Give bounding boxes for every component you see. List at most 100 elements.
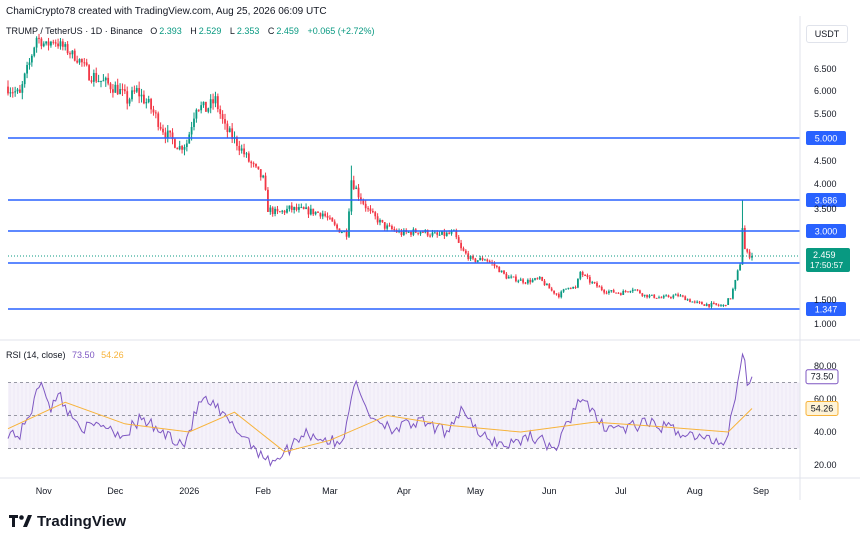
symbol-label[interactable]: TRUMP / TetherUS · 1D · Binance: [6, 26, 143, 36]
candle-body: [529, 279, 532, 283]
candle-body: [64, 44, 67, 47]
rsi-tick-label: 60.00: [814, 394, 837, 404]
candle-body: [746, 249, 749, 252]
candle-body: [71, 50, 74, 55]
candle-body: [52, 41, 55, 43]
candle-body: [336, 224, 338, 229]
candle-body: [178, 146, 181, 150]
candle-body: [734, 279, 737, 289]
candle-body: [190, 127, 193, 135]
candle-body: [321, 213, 324, 217]
candle-body: [269, 207, 272, 212]
candle-body: [567, 287, 570, 289]
candle-body: [309, 208, 312, 215]
price-tick-label: 6.500: [814, 64, 837, 74]
candle-body: [684, 296, 687, 301]
symbol-legend: TRUMP / TetherUS · 1D · Binance O 2.393 H…: [6, 26, 375, 36]
candle-body: [169, 130, 172, 133]
candle-body: [538, 277, 541, 279]
candle-body: [16, 89, 19, 92]
candle-body: [114, 84, 117, 93]
candle-body: [689, 299, 691, 302]
time-tick-label: Nov: [36, 486, 53, 496]
candle-body: [622, 290, 625, 295]
candle-body: [701, 302, 703, 305]
level-tag: [806, 193, 846, 207]
tradingview-logo[interactable]: TradingView: [9, 511, 126, 531]
candle-body: [507, 276, 510, 279]
candle-body: [154, 112, 157, 114]
candle-body: [61, 41, 64, 47]
candle-body: [703, 304, 706, 306]
candle-body: [598, 286, 601, 288]
low-label: L: [229, 26, 235, 36]
high-value: 2.529: [198, 26, 222, 36]
candle-body: [305, 207, 307, 209]
time-tick-label: Sep: [753, 486, 769, 496]
candle-body: [259, 169, 262, 178]
candle-body: [457, 237, 460, 243]
candle-body: [448, 232, 451, 234]
candle-body: [636, 289, 639, 291]
attribution-text: ChamiCrypto78 created with TradingView.c…: [6, 6, 327, 17]
candle-body: [7, 86, 9, 94]
candle-body: [522, 279, 524, 283]
level-tag: [806, 224, 846, 238]
candle-body: [97, 81, 100, 83]
candle-body: [350, 180, 353, 212]
candle-body: [391, 226, 393, 230]
candle-body: [360, 197, 362, 201]
candle-body: [486, 259, 489, 262]
candle-body: [433, 232, 436, 234]
candle-body: [45, 41, 48, 44]
candle-body: [193, 118, 195, 128]
rsi-value-tag: [805, 369, 839, 385]
candle-body: [493, 263, 496, 266]
candle-body: [302, 207, 305, 209]
candle-body: [104, 77, 107, 81]
candle-body: [293, 207, 296, 210]
candle-body: [481, 258, 484, 261]
candle-body: [174, 139, 176, 148]
candle-body: [126, 91, 129, 104]
candle-body: [138, 88, 141, 97]
candle-body: [579, 272, 582, 279]
candle-body: [59, 41, 62, 47]
candle-body: [610, 290, 613, 292]
rsi-tick-label: 40.00: [814, 427, 837, 437]
rsi-title: RSI (14, close): [6, 350, 66, 360]
candle-body: [565, 288, 567, 290]
currency-button[interactable]: USDT: [806, 25, 848, 43]
candle-body: [426, 230, 429, 236]
candle-body: [224, 119, 226, 124]
candle-body: [577, 278, 579, 288]
candle-body: [536, 278, 539, 280]
candle-body: [634, 289, 637, 291]
level-tag: [806, 131, 846, 145]
candle-body: [69, 53, 71, 55]
candle-body: [152, 109, 155, 113]
candle-body: [238, 145, 241, 151]
candle-body: [383, 222, 386, 229]
candle-body: [340, 232, 343, 234]
candle-body: [729, 298, 732, 300]
candle-body: [681, 295, 684, 297]
candle-body: [388, 225, 391, 227]
candle-body: [708, 304, 710, 307]
price-tick-label: 4.500: [814, 156, 837, 166]
candle-body: [42, 43, 45, 47]
candle-body: [629, 291, 632, 293]
price-tick-label: 4.000: [814, 179, 837, 189]
candle-body: [591, 282, 594, 284]
candle-body: [219, 109, 222, 115]
candle-body: [128, 99, 131, 104]
candle-body: [369, 208, 372, 212]
candle-body: [450, 231, 453, 234]
candle-body: [30, 55, 33, 63]
candle-body: [324, 213, 327, 216]
candle-body: [231, 128, 234, 139]
candle-body: [431, 232, 434, 236]
candle-body: [367, 208, 369, 210]
candle-body: [319, 212, 322, 217]
